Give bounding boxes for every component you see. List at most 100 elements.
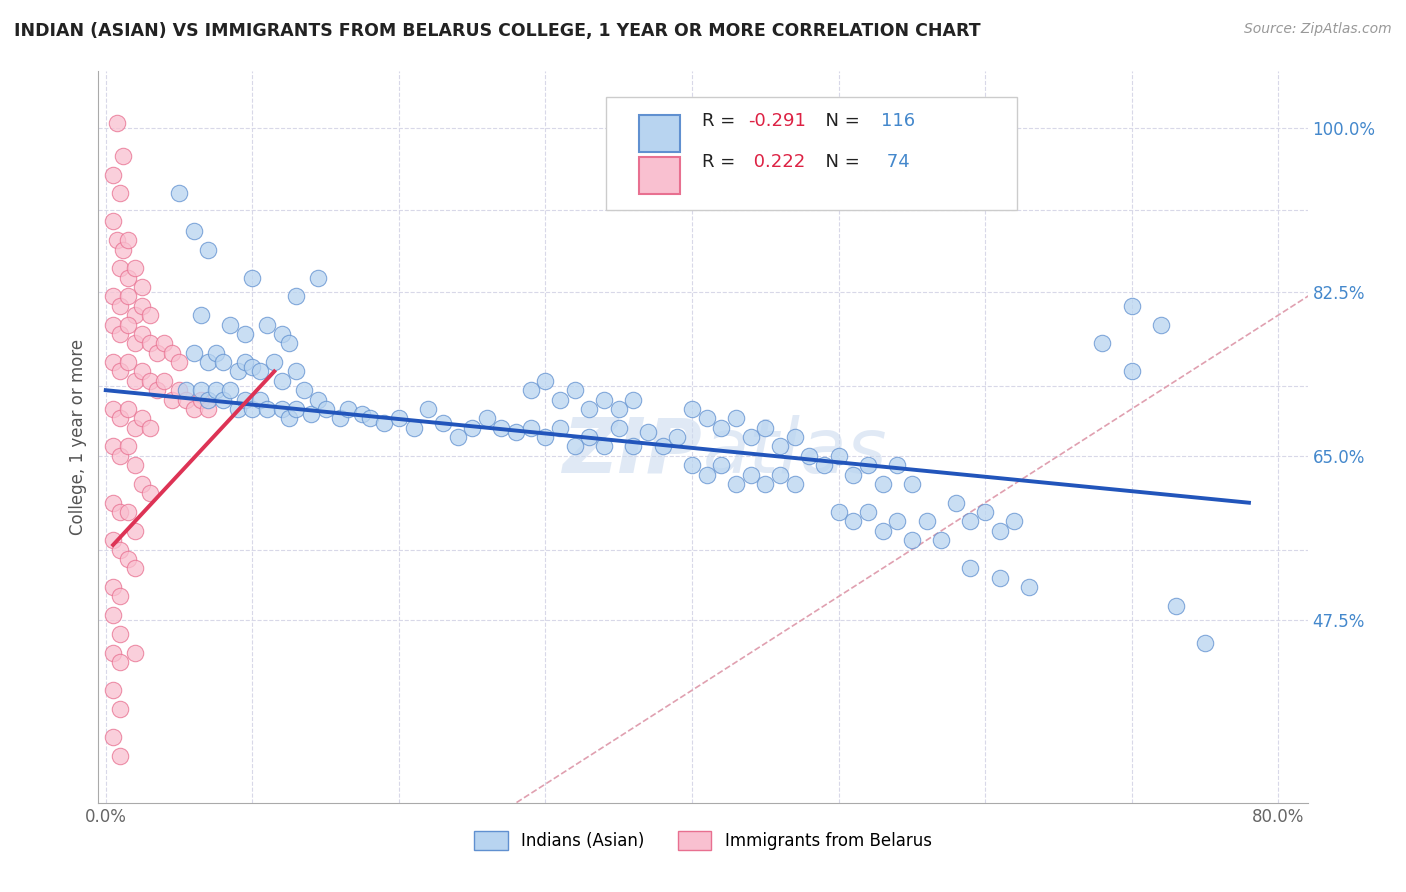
Point bbox=[696, 467, 718, 482]
Point bbox=[285, 289, 308, 303]
Point bbox=[131, 326, 153, 341]
Point bbox=[256, 318, 278, 332]
Point bbox=[886, 515, 908, 529]
Point bbox=[959, 515, 981, 529]
Bar bbox=[638, 115, 681, 152]
Point bbox=[138, 420, 160, 434]
Point bbox=[307, 270, 329, 285]
Point bbox=[117, 318, 139, 332]
Point bbox=[564, 383, 586, 397]
Point bbox=[197, 243, 219, 257]
Point bbox=[1121, 299, 1143, 313]
Point bbox=[352, 407, 374, 421]
Point bbox=[240, 401, 263, 416]
Point bbox=[138, 336, 160, 351]
Point bbox=[270, 326, 292, 341]
Point bbox=[110, 542, 132, 557]
Point bbox=[226, 364, 249, 378]
Point bbox=[204, 383, 226, 397]
Point bbox=[270, 401, 292, 416]
Text: ZIP: ZIP bbox=[564, 415, 703, 489]
Point bbox=[101, 318, 124, 332]
Text: INDIAN (ASIAN) VS IMMIGRANTS FROM BELARUS COLLEGE, 1 YEAR OR MORE CORRELATION CH: INDIAN (ASIAN) VS IMMIGRANTS FROM BELARU… bbox=[14, 22, 981, 40]
Point bbox=[101, 533, 124, 548]
Point bbox=[131, 299, 153, 313]
Point bbox=[197, 401, 219, 416]
Point bbox=[988, 571, 1011, 585]
Point bbox=[197, 392, 219, 407]
Point bbox=[872, 477, 894, 491]
Point bbox=[681, 458, 703, 473]
Point bbox=[915, 515, 938, 529]
Point bbox=[813, 458, 835, 473]
Point bbox=[101, 580, 124, 594]
Point bbox=[138, 308, 160, 322]
Point bbox=[827, 449, 849, 463]
Point bbox=[256, 401, 278, 416]
Point bbox=[183, 401, 205, 416]
Point bbox=[117, 401, 139, 416]
Point bbox=[901, 533, 924, 548]
Point bbox=[107, 116, 129, 130]
Point bbox=[101, 608, 124, 623]
Point bbox=[534, 430, 557, 444]
Point bbox=[233, 355, 256, 369]
Point bbox=[110, 449, 132, 463]
Point bbox=[101, 401, 124, 416]
Text: 0.222: 0.222 bbox=[748, 153, 806, 171]
Point bbox=[856, 505, 879, 519]
Point bbox=[696, 411, 718, 425]
Point bbox=[263, 355, 285, 369]
Point bbox=[1121, 364, 1143, 378]
Point bbox=[418, 401, 440, 416]
Point bbox=[593, 392, 616, 407]
Point bbox=[167, 383, 190, 397]
Point bbox=[249, 364, 271, 378]
Point bbox=[607, 420, 630, 434]
Point bbox=[799, 449, 821, 463]
Point bbox=[548, 420, 571, 434]
Point bbox=[110, 590, 132, 604]
Point bbox=[336, 401, 359, 416]
Point bbox=[101, 355, 124, 369]
Point bbox=[190, 392, 212, 407]
Bar bbox=[638, 157, 681, 194]
Point bbox=[131, 411, 153, 425]
Point bbox=[1091, 336, 1114, 351]
Point bbox=[432, 416, 454, 430]
Legend: Indians (Asian), Immigrants from Belarus: Indians (Asian), Immigrants from Belarus bbox=[468, 824, 938, 856]
Point bbox=[593, 440, 616, 454]
Point bbox=[783, 430, 806, 444]
Point bbox=[124, 458, 146, 473]
Point bbox=[754, 477, 776, 491]
Point bbox=[112, 149, 135, 163]
Point bbox=[901, 477, 924, 491]
Point bbox=[578, 430, 600, 444]
Point bbox=[124, 561, 146, 575]
FancyBboxPatch shape bbox=[606, 97, 1018, 211]
Point bbox=[1150, 318, 1173, 332]
Point bbox=[1018, 580, 1040, 594]
Point bbox=[740, 467, 762, 482]
Point bbox=[974, 505, 997, 519]
Point bbox=[101, 440, 124, 454]
Point bbox=[110, 505, 132, 519]
Point bbox=[534, 374, 557, 388]
Point bbox=[117, 233, 139, 247]
Point bbox=[637, 425, 659, 440]
Point bbox=[212, 355, 235, 369]
Point bbox=[110, 655, 132, 669]
Point bbox=[307, 392, 329, 407]
Text: atlas: atlas bbox=[703, 415, 887, 489]
Text: N =: N = bbox=[814, 112, 866, 129]
Point bbox=[131, 280, 153, 294]
Point bbox=[183, 345, 205, 359]
Point bbox=[131, 477, 153, 491]
Point bbox=[359, 411, 381, 425]
Point bbox=[578, 401, 600, 416]
Point bbox=[249, 392, 271, 407]
Point bbox=[886, 458, 908, 473]
Point bbox=[666, 430, 689, 444]
Point bbox=[146, 383, 169, 397]
Point bbox=[124, 308, 146, 322]
